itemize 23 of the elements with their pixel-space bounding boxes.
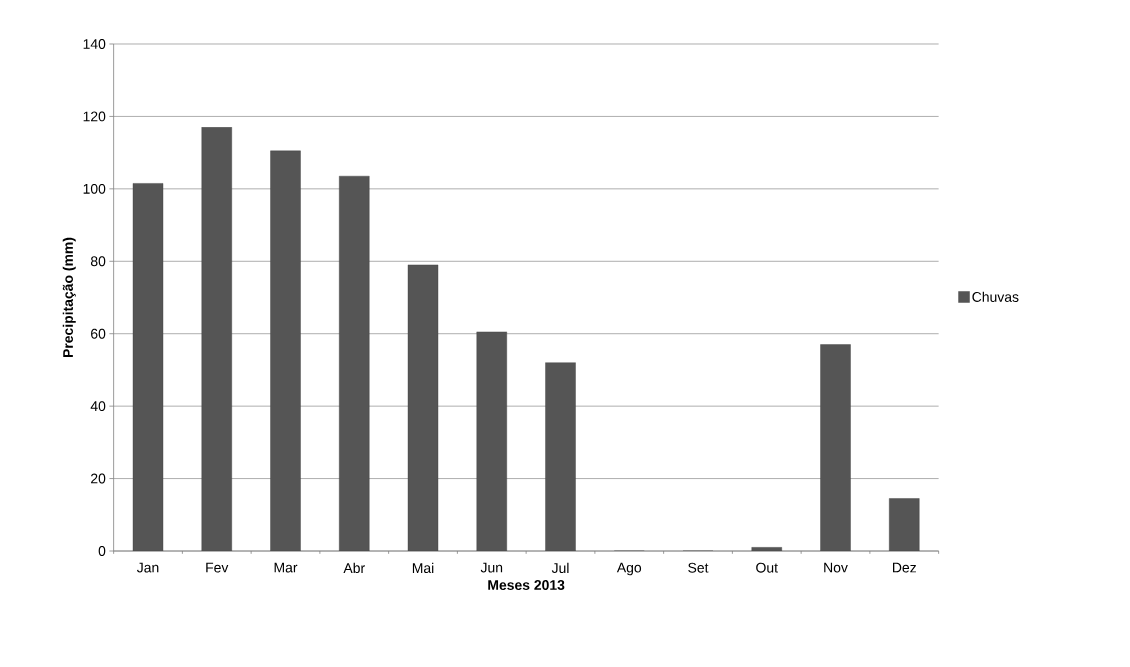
y-tick-label: 80 (90, 256, 106, 267)
y-tick-label: 100 (83, 183, 106, 194)
x-tick-label: Ago (616, 562, 642, 576)
x-tick-label: Out (756, 562, 778, 573)
y-tick-label: 60 (91, 328, 106, 339)
y-tick-label: 120 (83, 111, 106, 122)
x-tick-label: Jul (551, 562, 569, 574)
y-axis-title: Precipitação (mm) (62, 237, 76, 358)
x-tick-label: Abr (343, 562, 365, 574)
x-tick-label: Set (688, 562, 709, 573)
x-tick-label: Dez (893, 562, 916, 573)
x-tick-label: Fev (206, 562, 229, 573)
x-tick-label: Nov (824, 562, 848, 573)
x-tick-label: Jan (136, 562, 159, 573)
y-tick-label: 20 (91, 473, 106, 484)
x-tick-label: Jun (480, 562, 503, 573)
y-tick-label: 140 (83, 39, 106, 49)
y-tick-label: 0 (98, 546, 106, 556)
x-axis-title: Meses 2013 (488, 580, 565, 590)
x-tick-label: Mar (274, 562, 298, 573)
x-tick-label: Mai (412, 562, 434, 574)
y-tick-label: 40 (90, 401, 106, 412)
legend-label: Chuvas (972, 291, 1019, 302)
